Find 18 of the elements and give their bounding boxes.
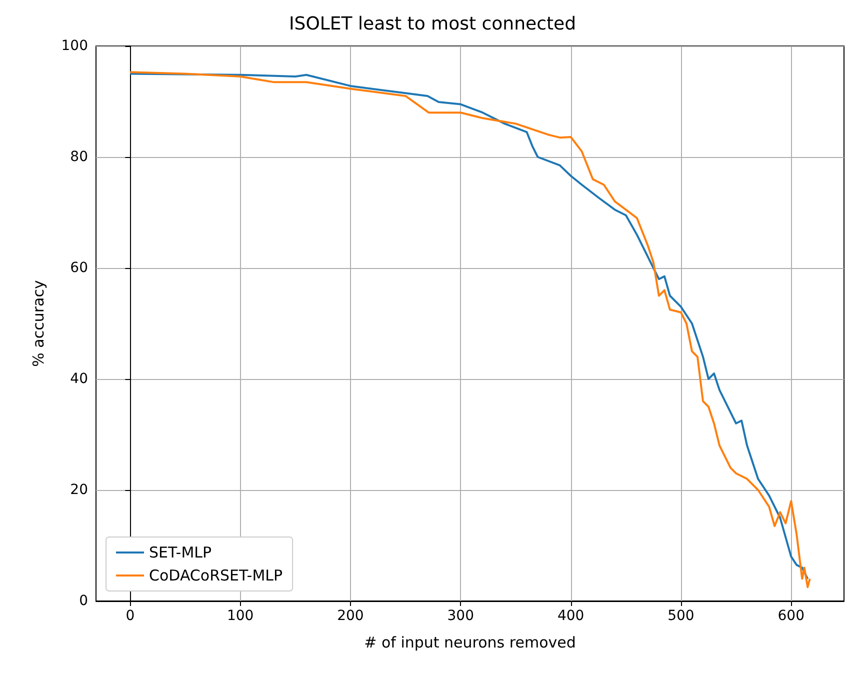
chart-title: ISOLET least to most connected	[288, 14, 576, 34]
x-tick-label: 100	[226, 608, 254, 624]
y-tick-label: 0	[79, 593, 88, 609]
y-axis-title: % accuracy	[30, 280, 48, 367]
x-tick-label: 300	[447, 608, 474, 624]
legend-label: SET-MLP	[149, 544, 212, 562]
x-tick-label: 200	[337, 608, 364, 624]
y-tick-label: 100	[61, 38, 88, 54]
x-axis-title: # of input neurons removed	[364, 634, 576, 652]
x-tick-label: 500	[668, 608, 694, 624]
legend-label: CoDACoRSET-MLP	[149, 566, 283, 584]
y-tick-label: 60	[70, 260, 88, 276]
x-tick-label: 0	[126, 608, 135, 624]
y-tick-label: 80	[70, 149, 88, 165]
x-tick-label: 400	[557, 608, 584, 624]
y-tick-label: 40	[70, 371, 88, 387]
y-tick-label: 20	[70, 482, 88, 498]
x-tick-label: 600	[778, 608, 804, 624]
